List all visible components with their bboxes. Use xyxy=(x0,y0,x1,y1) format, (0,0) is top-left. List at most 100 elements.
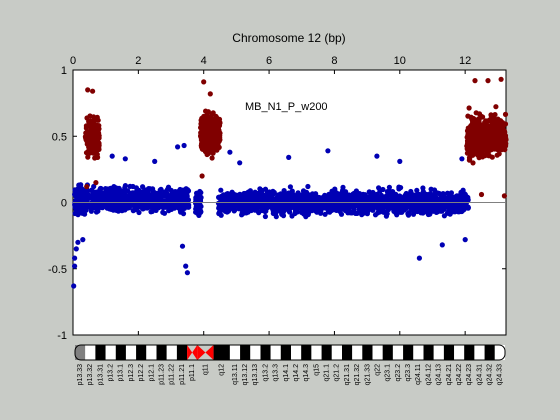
band-label: q24.21 xyxy=(446,364,453,386)
data-point xyxy=(198,143,204,149)
data-point xyxy=(196,196,202,202)
data-point xyxy=(93,180,99,186)
ideogram-band-labels: p13.33 p13.32 p13.31 p13.2 p13.1 p12.3 p12.2 p1… xyxy=(77,364,504,386)
data-point xyxy=(430,207,436,213)
data-point xyxy=(94,114,100,120)
data-point xyxy=(175,144,181,150)
data-point xyxy=(485,78,491,84)
data-point xyxy=(183,263,189,269)
band-label: q21.2 xyxy=(334,364,341,382)
ideogram-band xyxy=(105,345,116,360)
band-label: q13.11 xyxy=(232,364,239,385)
data-point xyxy=(168,187,174,193)
data-point xyxy=(351,207,357,213)
data-point xyxy=(348,203,354,209)
data-point xyxy=(85,154,91,160)
ideogram-band xyxy=(146,345,157,360)
data-point xyxy=(420,185,426,191)
data-point xyxy=(476,123,483,129)
data-point xyxy=(86,122,92,128)
data-point xyxy=(433,196,439,202)
data-point xyxy=(267,192,273,198)
band-label: q24.11 xyxy=(415,364,422,385)
ideogram-band xyxy=(454,345,465,360)
data-point xyxy=(476,149,482,155)
data-point xyxy=(84,184,90,190)
ideogram-band xyxy=(494,345,505,360)
data-point xyxy=(136,209,142,216)
data-point xyxy=(490,131,496,137)
data-point xyxy=(87,133,93,139)
ideogram-band xyxy=(166,345,177,360)
x-tick-label: 10 xyxy=(394,55,406,67)
data-point xyxy=(78,208,84,215)
data-point xyxy=(113,185,119,191)
data-point xyxy=(411,194,417,200)
data-point xyxy=(465,127,471,133)
data-point xyxy=(428,194,434,200)
band-label: p11.22 xyxy=(169,364,176,385)
data-point xyxy=(210,129,216,135)
data-point xyxy=(454,193,460,199)
ideogram-band xyxy=(156,345,167,360)
data-point xyxy=(466,157,472,163)
data-point xyxy=(72,191,78,197)
band-label: q12 xyxy=(219,364,226,376)
data-point xyxy=(325,148,331,154)
ideogram-band xyxy=(413,345,424,360)
y-tick-label: 1 xyxy=(61,65,67,77)
x-tick-label: 2 xyxy=(135,55,141,67)
data-point xyxy=(126,193,132,199)
data-point xyxy=(408,188,414,195)
band-label: q13.3 xyxy=(273,364,280,382)
ideogram-band xyxy=(213,345,230,360)
data-point xyxy=(311,197,317,203)
data-point xyxy=(213,117,219,123)
band-label: q24.22 xyxy=(456,364,463,386)
data-point xyxy=(160,204,166,211)
data-point xyxy=(209,155,215,161)
ideogram-band xyxy=(423,345,434,360)
data-point xyxy=(92,133,98,139)
band-label: q21.33 xyxy=(364,364,371,386)
data-point xyxy=(83,193,89,199)
data-point xyxy=(237,191,243,198)
data-point xyxy=(122,185,128,191)
centromere-band xyxy=(205,345,214,360)
data-point xyxy=(72,199,79,205)
band-label: p13.33 xyxy=(77,364,84,386)
data-point xyxy=(318,195,324,202)
chromosome-ideogram xyxy=(74,344,506,361)
data-point xyxy=(200,129,206,135)
data-point xyxy=(204,141,210,147)
data-point xyxy=(95,208,101,214)
data-point xyxy=(480,146,486,152)
data-point xyxy=(156,191,162,197)
data-point xyxy=(307,200,313,207)
data-point xyxy=(98,195,104,201)
data-point xyxy=(167,199,173,205)
band-label: q14.1 xyxy=(283,364,290,382)
data-point xyxy=(485,127,491,133)
ideogram-band xyxy=(115,345,126,360)
x-tick-label: 4 xyxy=(201,55,207,67)
data-point xyxy=(88,194,94,200)
ideogram-band xyxy=(331,345,342,360)
data-point xyxy=(72,210,78,217)
data-point xyxy=(394,212,400,218)
band-label: q21.32 xyxy=(354,364,361,386)
y-tick-label: -0.5 xyxy=(48,264,67,276)
data-point xyxy=(88,200,95,206)
data-point xyxy=(204,151,210,158)
data-point xyxy=(87,140,93,146)
data-point xyxy=(468,148,474,154)
data-point xyxy=(422,194,428,200)
data-point xyxy=(459,206,465,212)
band-label: q24.33 xyxy=(497,364,504,386)
data-point xyxy=(332,194,338,200)
data-point xyxy=(287,209,293,215)
data-point xyxy=(239,205,245,211)
data-point xyxy=(355,197,361,203)
band-label: p11.21 xyxy=(179,364,186,385)
band-label: q21.1 xyxy=(324,364,331,382)
